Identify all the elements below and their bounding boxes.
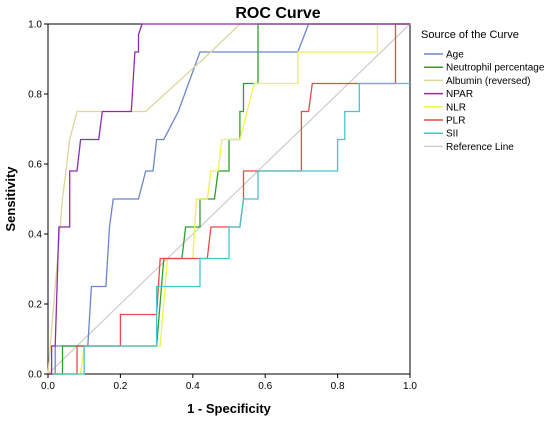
x-tick-label: 0.6: [258, 381, 272, 392]
legend-label-neutrophil-percentage: Neutrophil percentage: [446, 63, 545, 74]
chart-title: ROC Curve: [235, 5, 320, 22]
x-tick-label: 0.2: [113, 381, 127, 392]
legend-title: Source of the Curve: [421, 29, 519, 41]
y-tick-label: 0.2: [28, 300, 42, 311]
x-tick-label: 0.4: [186, 381, 200, 392]
legend-label-nlr: NLR: [446, 102, 466, 113]
x-tick-label: 0.0: [41, 381, 55, 392]
legend-label-albumin-reversed: Albumin (reversed): [446, 76, 530, 87]
x-axis-title: 1 - Specificity: [187, 401, 272, 416]
legend-label-sii: SII: [446, 129, 458, 140]
y-tick-label: 0.4: [28, 230, 42, 241]
y-tick-label: 0.0: [28, 370, 42, 381]
y-tick-label: 1.0: [28, 20, 42, 31]
legend-label-plr: PLR: [446, 116, 465, 127]
legend-label-npar: NPAR: [446, 89, 473, 100]
y-tick-label: 0.8: [28, 90, 42, 101]
x-tick-label: 0.8: [331, 381, 345, 392]
y-axis-title: Sensitivity: [3, 166, 18, 232]
legend-label-reference-line: Reference Line: [446, 142, 514, 153]
legend-label-age: Age: [446, 50, 464, 61]
y-tick-label: 0.6: [28, 160, 42, 171]
x-tick-label: 1.0: [403, 381, 417, 392]
